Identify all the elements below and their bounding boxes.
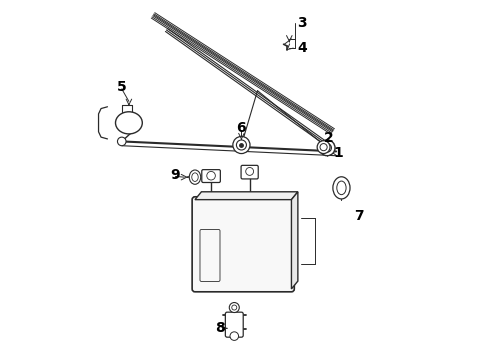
FancyBboxPatch shape (241, 165, 258, 179)
Circle shape (317, 141, 330, 154)
Text: 6: 6 (237, 121, 246, 135)
Circle shape (230, 332, 239, 341)
Circle shape (118, 137, 126, 146)
Polygon shape (195, 192, 298, 200)
Ellipse shape (333, 177, 350, 199)
Text: 7: 7 (354, 209, 364, 223)
Text: 3: 3 (297, 16, 307, 30)
FancyBboxPatch shape (192, 197, 294, 292)
FancyBboxPatch shape (202, 170, 220, 183)
Circle shape (229, 302, 239, 312)
Polygon shape (292, 192, 298, 289)
Text: 9: 9 (171, 168, 180, 182)
Ellipse shape (189, 170, 201, 184)
FancyBboxPatch shape (225, 312, 243, 337)
Circle shape (319, 140, 335, 156)
Text: 4: 4 (297, 41, 307, 55)
Text: 8: 8 (215, 321, 225, 335)
Text: 2: 2 (324, 131, 334, 145)
Text: 1: 1 (333, 146, 343, 160)
Ellipse shape (116, 112, 142, 134)
Text: 5: 5 (117, 80, 126, 94)
Circle shape (233, 136, 250, 154)
